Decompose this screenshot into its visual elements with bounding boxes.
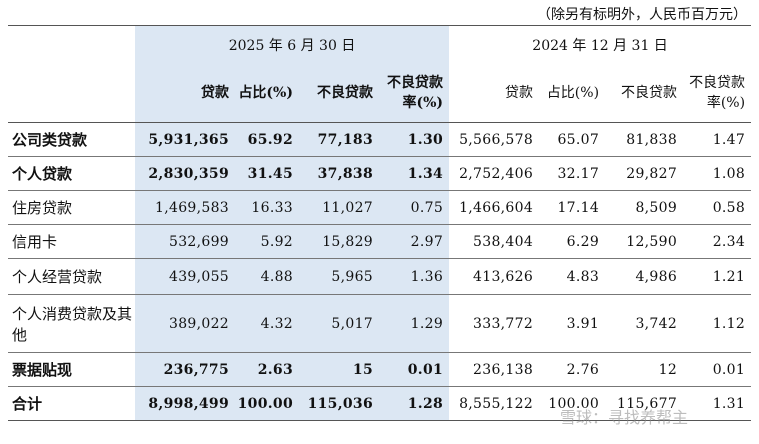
cell-current: 532,699 — [135, 224, 235, 259]
row-label: 个人经营贷款 — [8, 258, 135, 295]
cell-current: 389,022 — [135, 294, 235, 353]
watermark: 雪球：寻找养帮主 — [560, 408, 689, 427]
col-loans-prior: 贷款 — [449, 64, 540, 123]
col-npl-current: 不良贷款 — [299, 64, 379, 123]
cell-current: 1.36 — [379, 258, 450, 295]
cell-current: 1.29 — [379, 294, 450, 353]
cell-prior: 2,752,406 — [449, 156, 540, 191]
cell-prior: 17.14 — [539, 190, 606, 225]
table-row: 个人消费贷款及其他 389,022 4.32 5,017 1.29 333,772 3.91… — [8, 294, 752, 353]
table-row: 个人贷款 2,830,359 31.45 37,838 1.34 2,752,406 32.… — [8, 156, 752, 191]
cell-prior: 12 — [605, 352, 684, 387]
cell-prior: 8,509 — [605, 190, 684, 225]
cell-current: 100.00 — [235, 386, 299, 421]
table-row: 公司类贷款 5,931,365 65.92 77,183 1.30 5,566,578 65… — [8, 122, 752, 157]
col-npl-ratio-prior: 不良贷款率(%) — [683, 64, 752, 123]
cell-current: 236,775 — [135, 352, 235, 387]
cell-prior: 100.00 — [539, 386, 606, 421]
cell-current: 0.01 — [379, 352, 450, 387]
period-current: 2025 年 6 月 30 日 — [135, 25, 450, 64]
row-label: 票据贴现 — [8, 352, 135, 387]
cell-prior: 538,404 — [449, 224, 540, 259]
cell-prior: 1.21 — [683, 258, 752, 295]
period-prior: 2024 年 12 月 31 日 — [449, 25, 752, 64]
table-row: 住房贷款 1,469,583 16.33 11,027 0.75 1,466,604 17.… — [8, 190, 752, 225]
cell-current: 5,931,365 — [135, 122, 235, 157]
cell-prior: 1.08 — [683, 156, 752, 191]
row-label: 合计 — [8, 386, 135, 421]
loan-quality-table: 2025 年 6 月 30 日 2024 年 12 月 31 日 贷款 占比(%… — [8, 25, 752, 421]
cell-prior: 0.01 — [683, 352, 752, 387]
cell-current: 0.75 — [379, 190, 450, 225]
cell-prior: 8,555,122 — [449, 386, 540, 421]
cell-prior: 4,986 — [605, 258, 684, 295]
cell-current: 1.30 — [379, 122, 450, 157]
table-row: 票据贴现 236,775 2.63 15 0.01 236,138 2.76 12 0.01 — [8, 352, 752, 387]
corner-cell — [8, 25, 135, 64]
cell-current: 4.88 — [235, 258, 299, 295]
cell-prior: 115,677 — [605, 386, 684, 421]
cell-prior: 12,590 — [605, 224, 684, 259]
col-loans-current: 贷款 — [135, 64, 235, 123]
cell-current: 11,027 — [299, 190, 379, 225]
cell-prior: 2.76 — [539, 352, 606, 387]
cell-current: 31.45 — [235, 156, 299, 191]
cell-current: 1,469,583 — [135, 190, 235, 225]
cell-current: 15,829 — [299, 224, 379, 259]
cell-prior: 1.31 — [683, 386, 752, 421]
cell-prior: 81,838 — [605, 122, 684, 157]
cell-current: 2.97 — [379, 224, 450, 259]
cell-current: 115,036 — [299, 386, 379, 421]
cell-prior: 6.29 — [539, 224, 606, 259]
cell-prior: 0.58 — [683, 190, 752, 225]
cell-prior: 2.34 — [683, 224, 752, 259]
cell-current: 5,965 — [299, 258, 379, 295]
cell-prior: 3,742 — [605, 294, 684, 353]
cell-prior: 3.91 — [539, 294, 606, 353]
cell-current: 37,838 — [299, 156, 379, 191]
col-npl-prior: 不良贷款 — [605, 64, 684, 123]
cell-current: 8,998,499 — [135, 386, 235, 421]
col-share-current: 占比(%) — [235, 64, 299, 123]
cell-prior: 1.47 — [683, 122, 752, 157]
col-npl-ratio-current: 不良贷款率(%) — [379, 64, 450, 123]
cell-prior: 1.12 — [683, 294, 752, 353]
cell-current: 4.32 — [235, 294, 299, 353]
cell-prior: 333,772 — [449, 294, 540, 353]
cell-current: 65.92 — [235, 122, 299, 157]
cell-prior: 4.83 — [539, 258, 606, 295]
cell-current: 439,055 — [135, 258, 235, 295]
cell-current: 77,183 — [299, 122, 379, 157]
row-label: 个人消费贷款及其他 — [8, 294, 135, 353]
cell-current: 16.33 — [235, 190, 299, 225]
corner-cell-2 — [8, 64, 135, 123]
row-label: 信用卡 — [8, 224, 135, 259]
table-row: 合计 8,998,499 100.00 115,036 1.28 8,555,122 100… — [8, 386, 752, 421]
cell-prior: 29,827 — [605, 156, 684, 191]
cell-prior: 32.17 — [539, 156, 606, 191]
cell-prior: 413,626 — [449, 258, 540, 295]
cell-current: 15 — [299, 352, 379, 387]
row-label: 公司类贷款 — [8, 122, 135, 157]
row-label: 个人贷款 — [8, 156, 135, 191]
col-share-prior: 占比(%) — [539, 64, 606, 123]
unit-note: （除另有标明外，人民币百万元） — [537, 7, 747, 23]
table-row: 信用卡 532,699 5.92 15,829 2.97 538,404 6.29 12,59… — [8, 224, 752, 259]
cell-current: 1.34 — [379, 156, 450, 191]
cell-prior: 236,138 — [449, 352, 540, 387]
cell-prior: 1,466,604 — [449, 190, 540, 225]
cell-current: 2,830,359 — [135, 156, 235, 191]
cell-current: 2.63 — [235, 352, 299, 387]
cell-current: 1.28 — [379, 386, 450, 421]
cell-prior: 5,566,578 — [449, 122, 540, 157]
row-label: 住房贷款 — [8, 190, 135, 225]
cell-current: 5.92 — [235, 224, 299, 259]
cell-current: 5,017 — [299, 294, 379, 353]
cell-prior: 65.07 — [539, 122, 606, 157]
table-row: 个人经营贷款 439,055 4.88 5,965 1.36 413,626 4.83 4,9… — [8, 258, 752, 295]
